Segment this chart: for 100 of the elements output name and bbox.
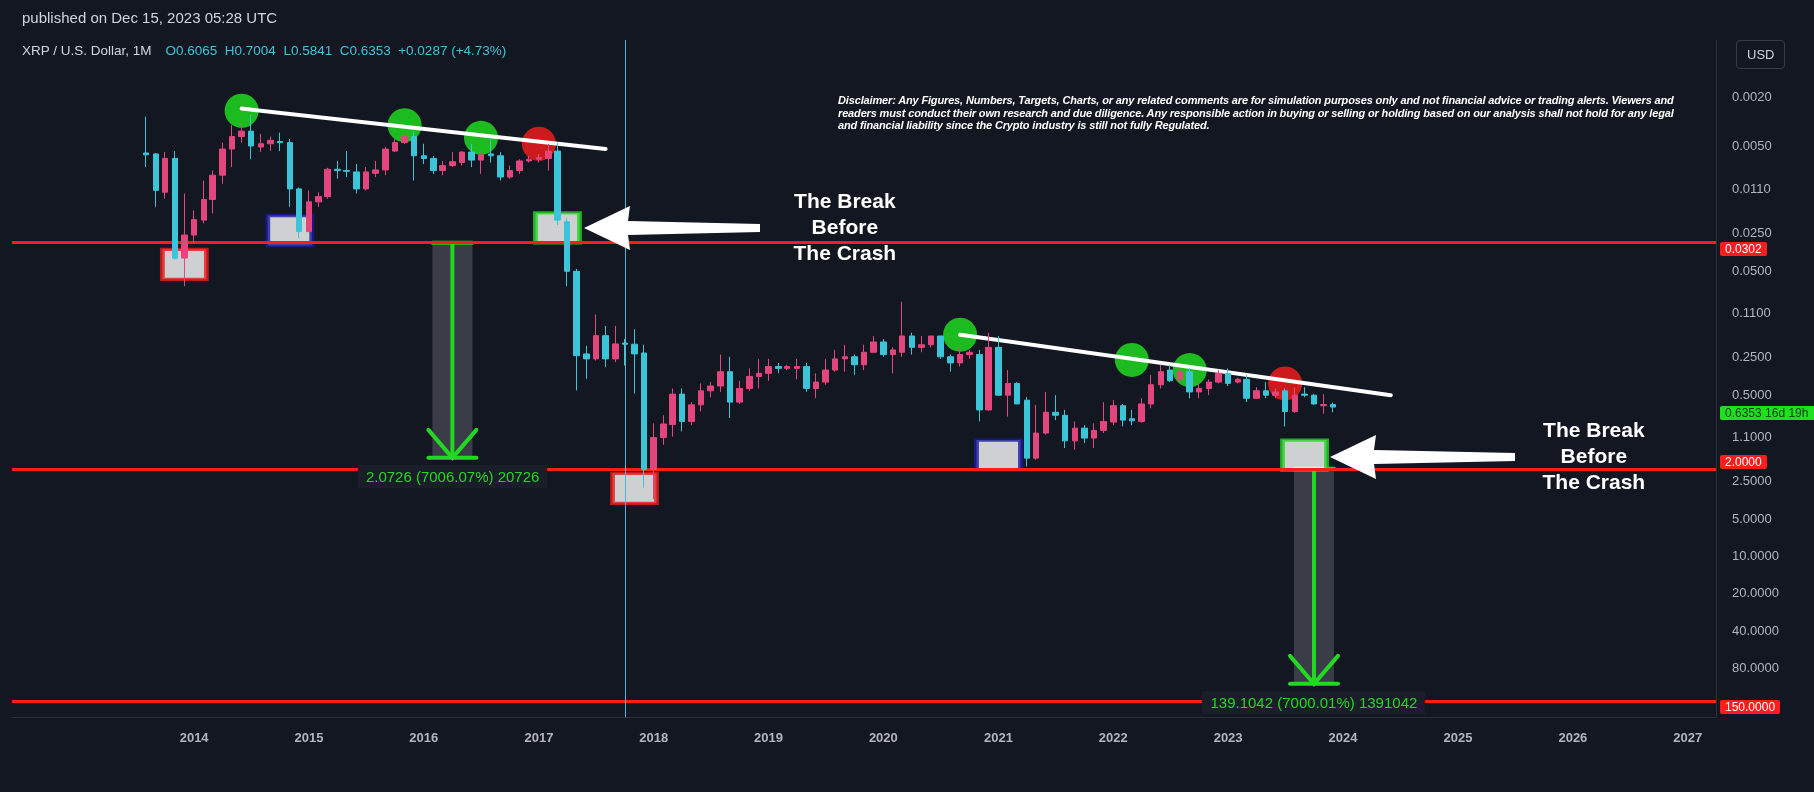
chart-title: XRP / U.S. Dollar, 1M [22,43,152,58]
candlestick [928,335,934,348]
candlestick [497,151,504,182]
candlestick [324,167,331,200]
candlestick [507,165,513,180]
y-tick-label: 5.0000 [1732,510,1772,526]
ref-line-label: 0.0302 [1720,241,1767,256]
candlestick [1024,396,1030,467]
candlestick [392,138,398,153]
candlestick [478,151,484,175]
candlestick [1311,393,1317,406]
candlestick [334,160,341,180]
candlestick [1100,401,1107,434]
candlestick [372,160,379,178]
candlestick [1005,369,1011,418]
point [943,317,978,352]
candlestick [267,136,274,152]
candlestick [411,130,417,182]
candlestick [1330,402,1336,413]
candlestick [162,151,168,200]
candlestick [1014,381,1020,405]
x-tick-label: 2015 [294,730,324,745]
candlestick [238,124,245,144]
candlestick [909,332,915,356]
candlestick [143,116,149,168]
candlestick [890,346,896,374]
candlestick [1235,377,1241,384]
x-tick-label: 2022 [1098,730,1128,745]
candlestick [707,381,714,398]
point [1280,438,1329,473]
candlestick [612,325,619,363]
candlestick [315,191,322,208]
candlestick [353,163,360,195]
candlestick [554,142,561,226]
y-tick-label: 0.0250 [1732,225,1772,241]
y-tick-label: 0.0020 [1732,89,1772,105]
candlestick [1110,399,1117,426]
candlestick [775,362,782,374]
candlestick [650,422,657,500]
candlestick [688,401,695,426]
x-tick-label: 2017 [524,730,554,745]
y-tick-label: 0.0500 [1732,262,1772,278]
candlestick [870,335,877,353]
candlestick [181,193,188,287]
candlestick [803,362,810,393]
x-tick-label: 2019 [754,730,783,745]
candlestick [842,344,848,373]
candlestick [1253,386,1260,399]
candlestick [545,143,552,172]
candlestick [1225,367,1231,387]
candlestick [899,301,905,358]
candlestick [430,155,437,175]
x-tick-label: 2025 [1443,730,1473,745]
candlestick [153,152,159,208]
x-tick-label: 2021 [984,730,1013,745]
candlestick [660,414,667,446]
candlestick [401,133,408,145]
text: 0.6353 16d 19h [1720,406,1814,421]
annotation: The Break Before The Crash [793,188,897,266]
candlestick [698,382,704,412]
candlestick [172,150,178,260]
candlestick [363,166,369,191]
x-tick-label: 2026 [1558,730,1588,745]
x-tick-label: 2024 [1328,730,1359,745]
y-tick-label: 0.2500 [1732,349,1772,365]
candlestick [832,349,838,373]
candlestick [641,344,647,489]
candlestick [209,170,216,214]
x-tick-label: 2018 [639,730,669,745]
candlestick [985,332,992,412]
candlestick [918,335,925,353]
candlestick [287,138,293,208]
candlestick [1282,387,1288,427]
candlestick [1206,378,1212,396]
annotation: The Break Before The Crash [1542,417,1646,495]
annotation: O0.6065 H0.7004 L0.5841 C0.6353 +0.0287 (+4.73%) [165,43,507,58]
candlestick [717,354,724,393]
candlestick [736,380,743,405]
candlestick [947,354,954,373]
candlestick [296,186,302,239]
point [610,471,659,506]
candlestick [602,325,609,368]
candlestick [1129,409,1135,426]
candlestick [1081,424,1088,444]
candlestick [306,189,312,233]
y-tick-label: 0.0050 [1732,138,1772,154]
candlestick [794,358,800,380]
candlestick [756,358,762,389]
y-tick-label: 20.0000 [1732,585,1779,601]
point [224,93,259,128]
candlestick [1292,386,1298,414]
candlestick [822,358,829,386]
candlestick [1033,404,1039,461]
candlestick [1177,367,1183,383]
annotation: 2.0726 (7006.07%) 20726 [357,464,548,488]
candlestick [1138,397,1145,424]
candlestick [851,354,858,376]
candlestick [631,328,638,395]
candlestick [1263,381,1269,399]
candlestick [201,180,207,224]
